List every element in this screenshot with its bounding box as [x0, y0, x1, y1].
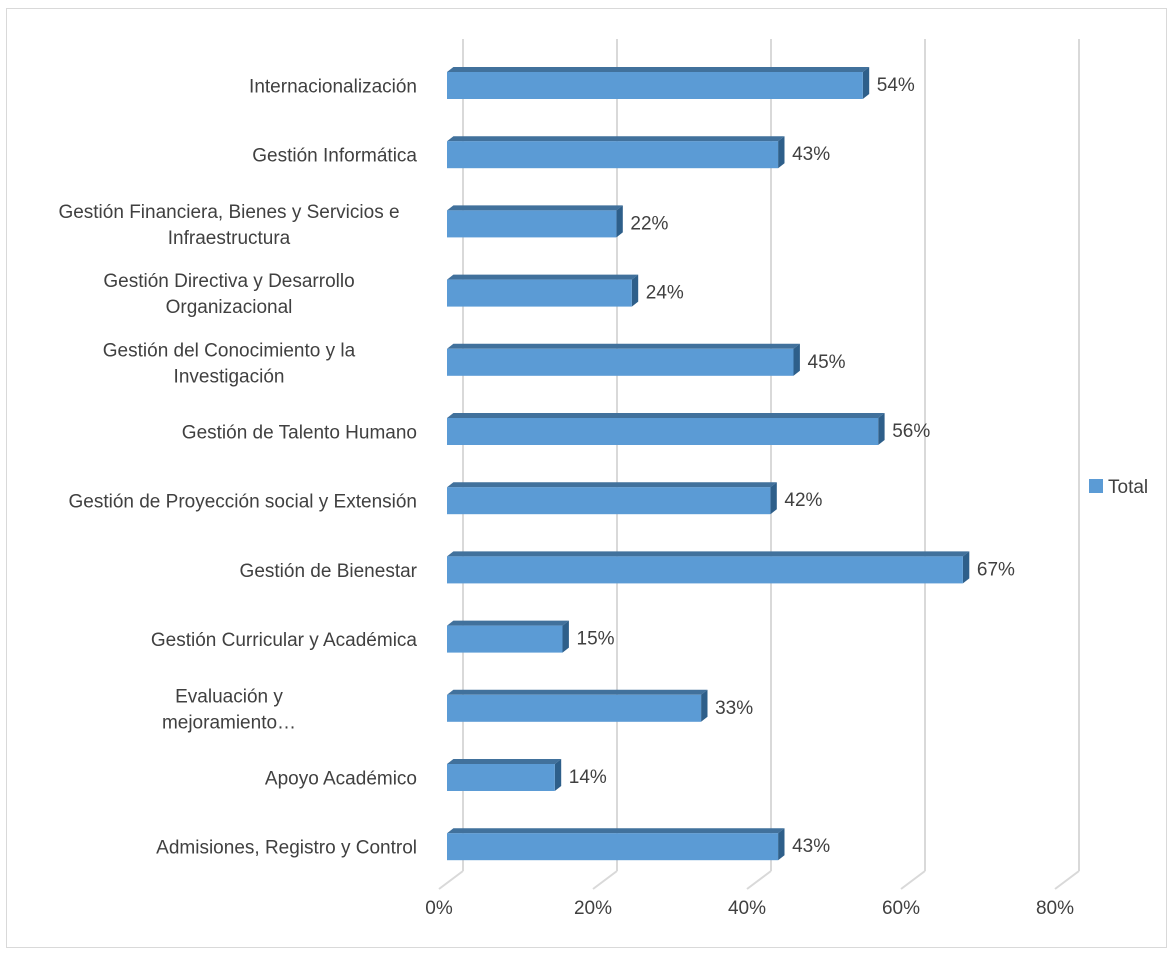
category-label: Investigación: [174, 366, 285, 387]
category-label: Gestión de Bienestar: [240, 561, 418, 582]
data-label: 54%: [877, 75, 915, 96]
bar: [447, 72, 863, 99]
data-label: 43%: [792, 144, 830, 165]
bar-top: [447, 67, 870, 72]
category-label: Internacionalización: [249, 77, 417, 98]
bar: [447, 487, 771, 515]
category-label: Infraestructura: [168, 228, 291, 249]
bar-top: [447, 689, 708, 695]
category-label: Gestión Curricular y Académica: [151, 630, 418, 651]
bar: [447, 764, 555, 791]
x-tick-label: 80%: [1036, 898, 1074, 919]
legend: Total: [1089, 477, 1148, 498]
bar-side: [554, 759, 562, 791]
data-label: 24%: [646, 283, 684, 304]
bar: [447, 141, 779, 169]
data-label: 33%: [715, 698, 753, 719]
bar-top: [447, 413, 885, 418]
gridlines: [438, 39, 1080, 890]
category-label: Gestión del Conocimiento y la: [103, 340, 356, 361]
bar: [447, 694, 702, 722]
data-label: 45%: [808, 352, 846, 373]
bar-side: [770, 482, 777, 515]
bar-top: [447, 759, 562, 764]
bar: [447, 556, 963, 584]
category-label: Admisiones, Registro y Control: [156, 838, 417, 859]
bar-top: [447, 274, 639, 280]
bar: [447, 418, 879, 445]
legend-label: Total: [1108, 477, 1148, 498]
category-label: Gestión Informática: [252, 146, 417, 167]
bar-top: [447, 136, 785, 142]
bar-top: [447, 343, 800, 349]
bar-side: [862, 67, 870, 99]
bar-side: [778, 828, 785, 861]
data-label: 15%: [577, 629, 615, 650]
bar-top: [447, 828, 785, 834]
gridline-floor: [592, 870, 618, 890]
category-label: Gestión de Talento Humano: [182, 423, 417, 444]
data-label: 43%: [792, 836, 830, 857]
bar-side: [616, 205, 623, 238]
category-label: Organizacional: [166, 297, 293, 318]
x-tick-labels: 0% 20% 40% 60% 80%: [425, 898, 1074, 919]
category-label: Gestión Financiera, Bienes y Servicios e: [58, 202, 399, 223]
bars: [447, 67, 970, 861]
data-label: 22%: [630, 213, 668, 234]
category-label: Gestión de Proyección social y Extensión: [68, 492, 417, 513]
bar: [447, 833, 779, 861]
legend-swatch: [1089, 479, 1103, 493]
category-label: Apoyo Académico: [265, 769, 417, 790]
bar: [447, 279, 632, 307]
bar: [447, 625, 563, 653]
x-tick-label: 40%: [728, 898, 766, 919]
category-labels: Internacionalización Gestión Informática G…: [58, 77, 417, 859]
x-tick-label: 0%: [425, 898, 453, 919]
bar-side: [878, 413, 885, 445]
bar: [447, 348, 794, 376]
x-tick-label: 60%: [882, 898, 920, 919]
bar-chart: Internacionalización Gestión Informática G…: [58, 39, 1148, 919]
bar-top: [447, 205, 623, 211]
gridline-floor: [438, 870, 464, 890]
bar-side: [562, 620, 569, 653]
data-labels: 54% 43% 22% 24% 45% 56% 42% 67% 15% 33% 14% 43%: [569, 75, 1015, 857]
bar-side: [793, 343, 800, 376]
data-label: 14%: [569, 767, 607, 788]
bar-side: [701, 689, 708, 722]
data-label: 42%: [784, 490, 822, 511]
category-label: mejoramiento…: [162, 712, 296, 733]
bar-side: [631, 274, 639, 307]
data-label: 67%: [977, 559, 1015, 580]
bar-side: [778, 136, 785, 169]
gridline-floor: [1054, 870, 1080, 890]
bar-side: [962, 551, 970, 584]
category-label: Gestión Directiva y Desarrollo: [103, 271, 354, 292]
bar-top: [447, 482, 777, 488]
data-label: 56%: [892, 421, 930, 442]
category-label: Evaluación y: [175, 686, 283, 707]
x-tick-label: 20%: [574, 898, 612, 919]
gridline-floor: [900, 870, 926, 890]
chart-frame: Internacionalización Gestión Informática G…: [6, 8, 1167, 948]
gridline-floor: [746, 870, 772, 890]
bar: [447, 210, 617, 238]
bar-top: [447, 620, 569, 626]
bar-top: [447, 551, 970, 557]
